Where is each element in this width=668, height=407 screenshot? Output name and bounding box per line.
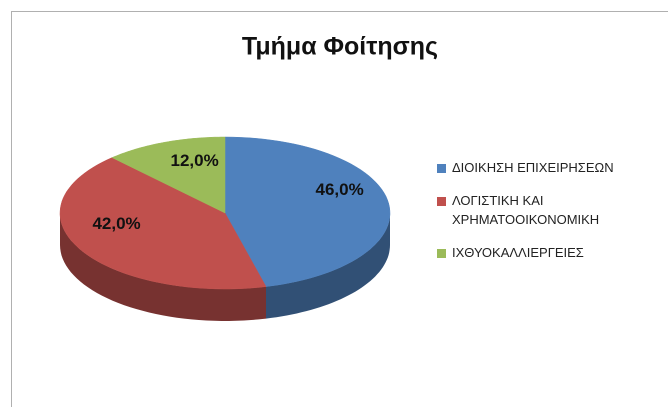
legend-entry: ΔΙΟΙΚΗΣΗ ΕΠΙΧΕΙΡΗΣΕΩΝ <box>437 160 667 177</box>
legend-entry: ΙΧΘΥΟΚΑΛΛΙΕΡΓΕΙΕΣ <box>437 245 667 262</box>
chart-title: Τμήμα Φοίτησης <box>242 33 438 61</box>
legend-swatch <box>437 164 446 173</box>
legend-swatch <box>437 249 446 258</box>
slice <box>224 136 391 287</box>
legend-label: ΔΙΟΙΚΗΣΗ ΕΠΙΧΕΙΡΗΣΕΩΝ <box>452 160 614 175</box>
slice-side <box>60 213 266 321</box>
legend-entry: ΛΟΓΙΣΤΙΚΗ ΚΑΙ ΧΡΗΜΑΤΟΟΙΚΟΝΟΜΙΚΗ <box>437 193 667 229</box>
data-label: 42,0% <box>92 214 140 233</box>
data-label: 46,0% <box>315 180 363 199</box>
slice <box>59 157 267 290</box>
legend: ΔΙΟΙΚΗΣΗ ΕΠΙΧΕΙΡΗΣΕΩΝ ΛΟΓΙΣΤΙΚΗ ΚΑΙ ΧΡΗΜΑ… <box>437 160 667 278</box>
legend-label: ΛΟΓΙΣΤΙΚΗ ΚΑΙ ΧΡΗΜΑΤΟΟΙΚΟΝΟΜΙΚΗ <box>452 193 600 227</box>
legend-label: ΙΧΘΥΟΚΑΛΛΙΕΡΓΕΙΕΣ <box>452 245 584 260</box>
data-label: 12,0% <box>171 151 219 170</box>
slice <box>111 136 226 214</box>
legend-swatch <box>437 197 446 206</box>
slice-side <box>266 213 390 319</box>
